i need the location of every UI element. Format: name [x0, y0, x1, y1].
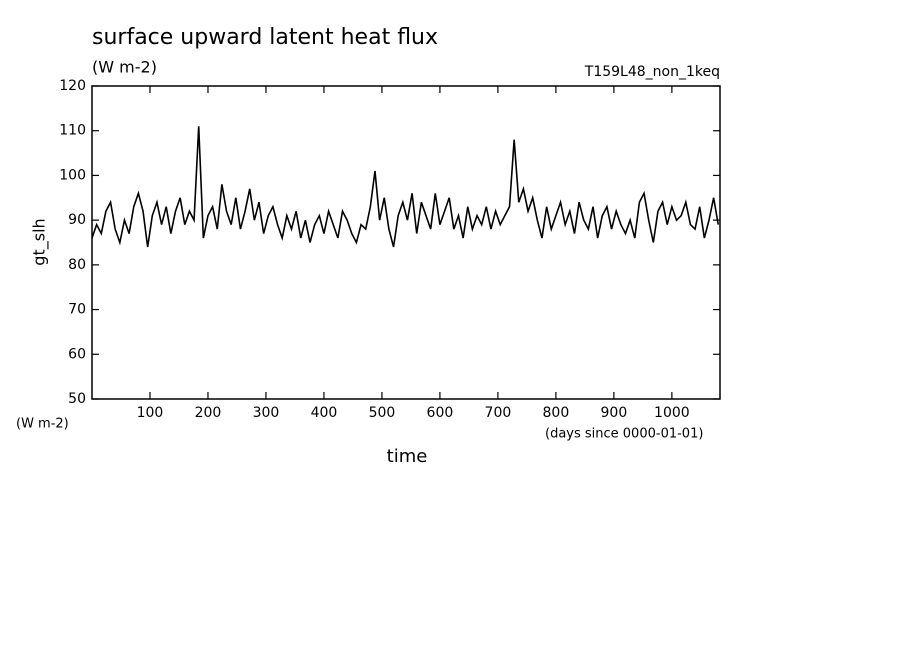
- annotation: T159L48_non_1keq: [584, 64, 720, 80]
- x-unit-label: (days since 0000-01-01): [545, 427, 703, 442]
- y-tick-label: 100: [59, 167, 86, 183]
- x-tick-label: 1000: [654, 405, 690, 421]
- x-tick-label: 600: [427, 405, 454, 421]
- x-tick-label: 400: [311, 405, 338, 421]
- subtitle: (W m-2): [92, 58, 157, 77]
- y-tick-label: 120: [59, 78, 86, 94]
- y-tick-label: 50: [68, 391, 86, 407]
- data-line: [91, 126, 720, 248]
- x-axis-label: time: [387, 446, 428, 467]
- chart-title: surface upward latent heat flux: [92, 25, 438, 50]
- x-tick-label: 100: [137, 405, 164, 421]
- y-unit-label: (W m-2): [16, 417, 69, 432]
- x-tick-label: 500: [369, 405, 396, 421]
- y-tick-label: 80: [68, 257, 86, 273]
- plot-frame: [91, 85, 721, 400]
- x-tick-label: 800: [543, 405, 570, 421]
- x-tick-label: 300: [253, 405, 280, 421]
- y-tick-label: 90: [68, 212, 86, 228]
- y-tick-label: 110: [59, 123, 86, 139]
- y-tick-label: 70: [68, 302, 86, 318]
- y-axis-label: gt_slh: [30, 218, 50, 265]
- x-tick-label: 200: [195, 405, 222, 421]
- x-tick-label: 900: [601, 405, 628, 421]
- x-tick-label: 700: [485, 405, 512, 421]
- y-tick-label: 60: [68, 346, 86, 362]
